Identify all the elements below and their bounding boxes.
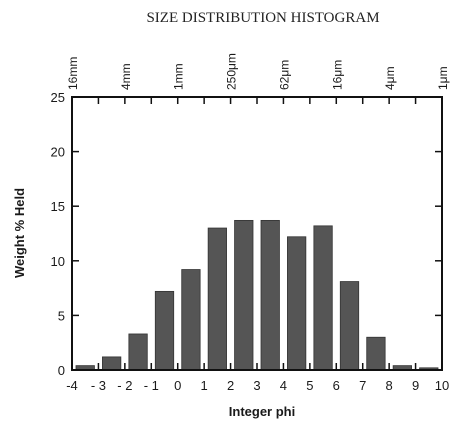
bar-3 [154,290,175,371]
top-axis-label: 16μm [330,60,344,90]
top-axis-label: 4μm [383,66,397,90]
y-tick-label: 0 [58,363,65,378]
top-axis-label: 4mm [119,63,133,90]
x-tick-label: 7 [359,378,366,393]
bar-6 [234,219,254,371]
y-tick-label: 10 [51,254,65,269]
y-axis-ticks: 0 5 10 15 20 25 [51,90,442,378]
top-axis-label: 1mm [172,63,186,90]
x-tick-label: 9 [412,378,419,393]
top-axis-label: 62μm [277,60,291,90]
x-tick-label: 6 [333,378,340,393]
bar-8 [287,236,307,371]
top-axis-labels: 16mm 4mm 1mm 250μm 62μm 16μm 4μm 1μm [66,53,450,90]
x-tick-label: 2 [227,378,234,393]
x-tick-label: 4 [280,378,287,393]
x-tick-label: 5 [306,378,313,393]
plot-frame [71,96,443,371]
y-tick-label: 15 [51,199,65,214]
x-tick-label: -4 [66,378,78,393]
top-axis-label: 250μm [225,53,239,90]
bar-7 [260,219,280,371]
x-axis-label: Integer phi [229,404,295,419]
x-axis-ticks: -4 - 3 - 2 - 1 0 1 2 3 4 5 6 7 8 9 10 [66,363,449,393]
x-tick-label: 8 [386,378,393,393]
y-tick-label: 5 [58,308,65,323]
x-tick-label: - 3 [91,378,106,393]
top-axis-ticks [71,97,443,104]
bar-4 [181,269,201,371]
top-axis-label: 1μm [436,66,450,90]
bar-9 [313,225,333,371]
bar-1 [102,356,122,371]
x-tick-label: - 1 [144,378,159,393]
bar-5 [207,227,227,371]
x-tick-label: 1 [201,378,208,393]
bar-2 [128,333,148,371]
x-tick-label: 10 [435,378,449,393]
top-axis-label: 16mm [66,57,80,90]
x-tick-label: 3 [253,378,260,393]
y-tick-label: 25 [51,90,65,105]
y-axis-label: Weight % Held [12,188,27,278]
x-tick-label: 0 [174,378,181,393]
bar-10 [339,281,360,371]
bar-11 [366,336,386,371]
chart-title: SIZE DISTRIBUTION HISTOGRAM [146,10,379,26]
bars [75,219,439,371]
y-tick-label: 20 [51,145,65,160]
x-tick-label: - 2 [117,378,132,393]
